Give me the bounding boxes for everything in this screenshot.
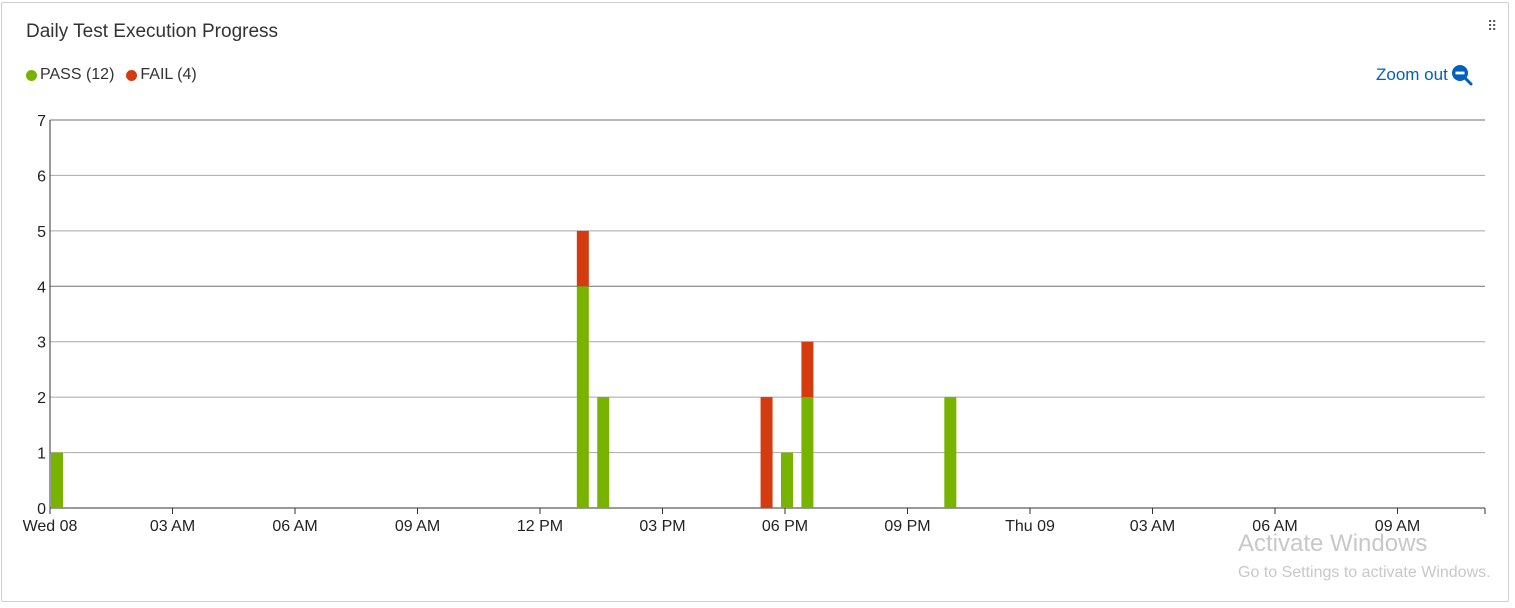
zoom-out-label: Zoom out <box>1376 65 1448 84</box>
y-tick-label: 2 <box>37 390 46 407</box>
x-tick-label: 06 AM <box>272 518 317 535</box>
x-tick-label: 09 PM <box>884 518 930 535</box>
bar-fail <box>801 341 814 398</box>
y-tick-label: 7 <box>37 113 46 130</box>
bar-pass <box>944 397 957 508</box>
x-tick-label: 03 AM <box>150 518 195 535</box>
watermark-subtitle: Go to Settings to activate Windows. <box>1238 564 1491 581</box>
y-tick-label: 3 <box>37 335 46 352</box>
legend-item-fail[interactable]: FAIL (4) <box>126 66 197 84</box>
y-tick-label: 6 <box>37 168 46 185</box>
y-tick-label: 4 <box>37 279 46 296</box>
x-tick-label: 03 PM <box>639 518 685 535</box>
bar-pass <box>780 452 793 508</box>
legend-pass-label: PASS (12) <box>40 66 115 83</box>
y-tick-label: 0 <box>37 501 46 518</box>
drag-handle-icon[interactable]: ⠿ <box>1487 18 1497 34</box>
bar-pass <box>51 452 63 508</box>
bar-fail <box>576 230 589 287</box>
bar-fail <box>760 397 773 508</box>
bar-pass <box>597 397 610 508</box>
x-tick-label: 06 AM <box>1252 518 1297 535</box>
fail-dot-icon <box>126 69 138 81</box>
x-tick-label: Thu 09 <box>1005 518 1055 535</box>
chart-legend: PASS (12) FAIL (4) <box>26 66 209 84</box>
pass-dot-icon <box>26 69 37 81</box>
legend-item-pass[interactable]: PASS (12) <box>26 66 114 84</box>
y-tick-label: 1 <box>37 446 46 463</box>
x-tick-label: Wed 08 <box>23 518 78 535</box>
x-tick-label: 03 AM <box>1130 518 1175 535</box>
legend-fail-label: FAIL (4) <box>140 66 197 83</box>
x-tick-label: 09 AM <box>395 518 440 535</box>
x-tick-label: 12 PM <box>517 518 563 535</box>
watermark-title: Activate Windows <box>1238 530 1428 557</box>
zoom-out-icon <box>1451 65 1473 86</box>
bar-pass <box>801 397 814 508</box>
bar-pass <box>576 286 589 508</box>
x-tick-label: 09 AM <box>1375 518 1420 535</box>
chart-title: Daily Test Execution Progress <box>26 21 279 42</box>
y-tick-label: 5 <box>37 224 46 241</box>
zoom-out-button[interactable]: Zoom out <box>1376 64 1473 86</box>
x-tick-label: 06 PM <box>762 518 808 535</box>
